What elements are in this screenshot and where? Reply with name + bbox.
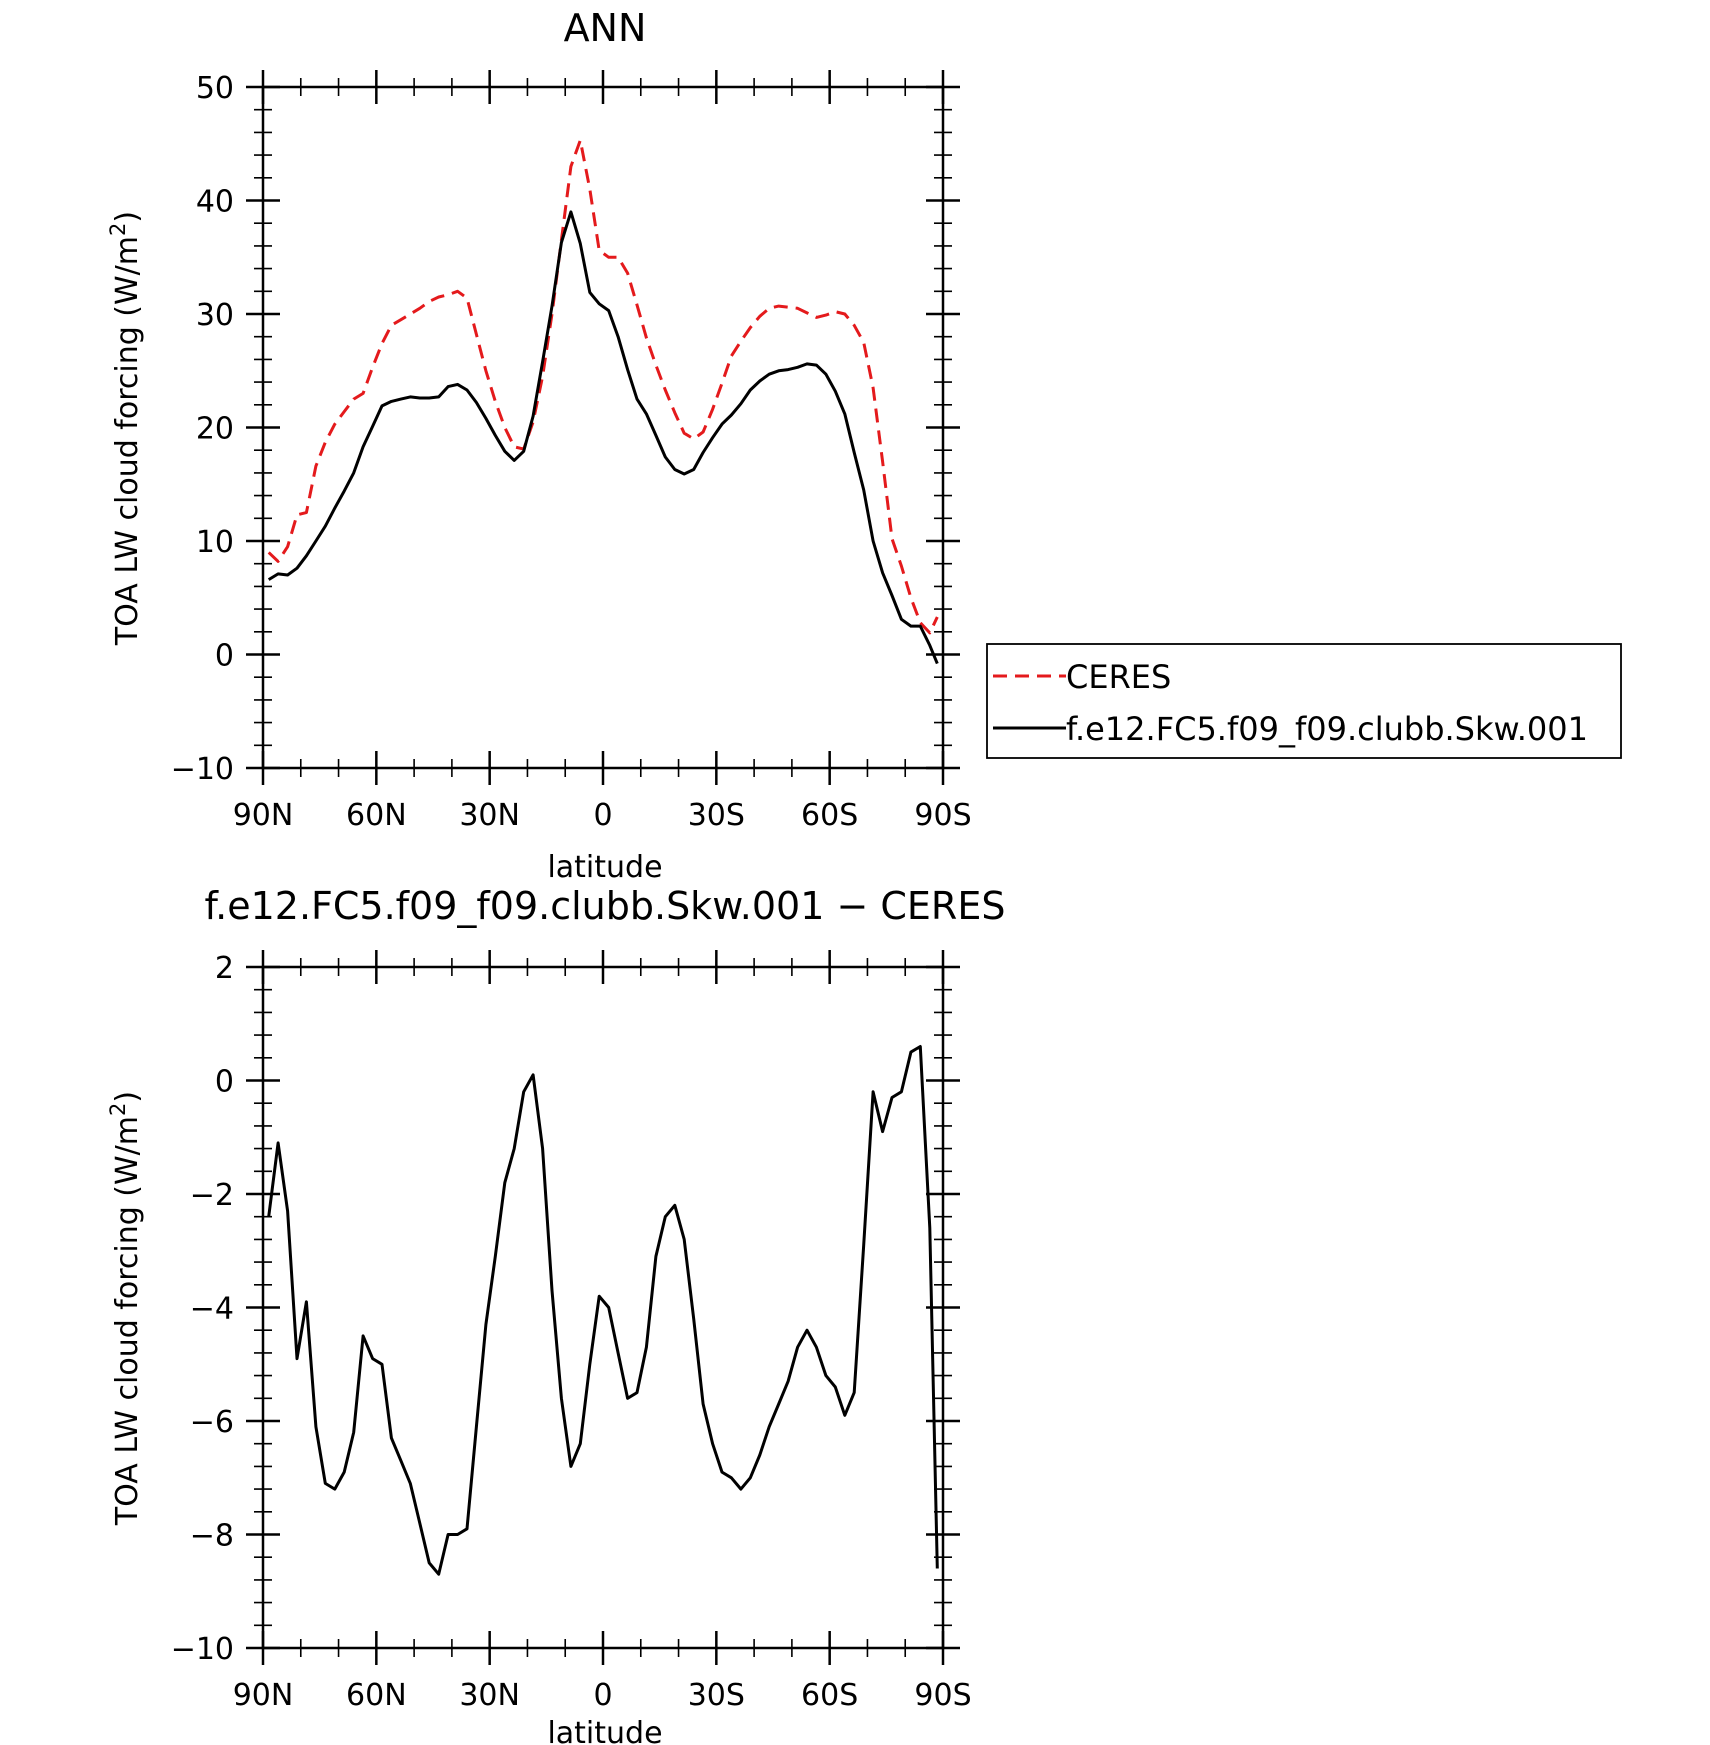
x-tick-labels: 90N 60N 30N 0 30S 60S 90S bbox=[233, 1678, 972, 1713]
panel-annual: ANN −10 0 10 20 30 40 50 90N 60N 30N 0 30S 60S 90S l… bbox=[106, 6, 1622, 885]
tick-marks bbox=[246, 950, 960, 1665]
y-tick-label: −2 bbox=[190, 1178, 234, 1213]
legend-box bbox=[986, 643, 1622, 759]
x-tick-label: 60N bbox=[346, 1678, 407, 1713]
y-tick-label: −6 bbox=[190, 1405, 234, 1440]
x-axis-label: latitude bbox=[547, 850, 662, 885]
x-tick-label: 30N bbox=[459, 798, 520, 833]
x-tick-label: 90N bbox=[233, 798, 294, 833]
series-lines bbox=[267, 138, 939, 665]
panel-difference: f.e12.FC5.f09_f09.clubb.Skw.001 − CERES … bbox=[106, 884, 1005, 1745]
x-tick-label: 60S bbox=[801, 1678, 858, 1713]
x-tick-label: 90N bbox=[233, 1678, 294, 1713]
series-line-difference bbox=[267, 1045, 939, 1576]
y-tick-label: 20 bbox=[196, 412, 234, 447]
x-tick-label: 30S bbox=[688, 1678, 745, 1713]
x-tick-label: 30S bbox=[688, 798, 745, 833]
tick-marks bbox=[246, 70, 960, 785]
y-axis-label: TOA LW cloud forcing (W/m2) bbox=[106, 1091, 145, 1526]
legend-label-model: f.e12.FC5.f09_f09.clubb.Skw.001 bbox=[1066, 710, 1588, 748]
plot-frame bbox=[261, 965, 945, 1650]
y-tick-label: 0 bbox=[215, 1065, 234, 1100]
y-tick-labels: −10 0 10 20 30 40 50 bbox=[171, 71, 234, 787]
x-axis-label: latitude bbox=[547, 1716, 662, 1745]
x-tick-label: 60N bbox=[346, 798, 407, 833]
x-tick-label: 90S bbox=[914, 798, 971, 833]
plot-frame bbox=[261, 85, 945, 770]
x-tick-label: 0 bbox=[593, 798, 612, 833]
panel-title: f.e12.FC5.f09_f09.clubb.Skw.001 − CERES bbox=[205, 884, 1006, 928]
series-line-model bbox=[267, 210, 939, 665]
series-line-ceres bbox=[267, 138, 939, 635]
y-tick-label: 50 bbox=[196, 71, 234, 106]
x-tick-label: 0 bbox=[593, 1678, 612, 1713]
y-axis-label: TOA LW cloud forcing (W/m2) bbox=[106, 211, 145, 646]
x-tick-labels: 90N 60N 30N 0 30S 60S 90S bbox=[233, 798, 972, 833]
y-tick-labels: −10 −8 −6 −4 −2 0 2 bbox=[171, 951, 234, 1667]
x-tick-label: 90S bbox=[914, 1678, 971, 1713]
x-tick-label: 30N bbox=[459, 1678, 520, 1713]
y-tick-label: 10 bbox=[196, 525, 234, 560]
y-tick-label: −10 bbox=[171, 1632, 234, 1667]
y-tick-label: 2 bbox=[215, 951, 234, 986]
legend: CERES f.e12.FC5.f09_f09.clubb.Skw.001 bbox=[986, 643, 1622, 759]
y-tick-label: −4 bbox=[190, 1292, 234, 1327]
series-lines bbox=[267, 1045, 939, 1576]
y-tick-label: 30 bbox=[196, 298, 234, 333]
y-tick-label: −8 bbox=[190, 1519, 234, 1554]
y-tick-label: 0 bbox=[215, 639, 234, 674]
y-tick-label: 40 bbox=[196, 185, 234, 220]
panel-title: ANN bbox=[564, 6, 647, 50]
y-tick-label: −10 bbox=[171, 752, 234, 787]
x-tick-label: 60S bbox=[801, 798, 858, 833]
legend-label-ceres: CERES bbox=[1066, 658, 1171, 696]
